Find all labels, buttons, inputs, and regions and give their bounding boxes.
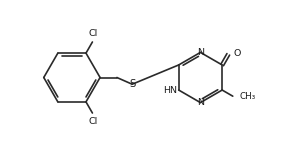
Text: N: N (197, 98, 204, 107)
Text: CH₃: CH₃ (240, 92, 256, 101)
Text: S: S (129, 79, 135, 89)
Text: N: N (197, 48, 204, 57)
Text: Cl: Cl (88, 29, 98, 38)
Text: O: O (233, 49, 241, 58)
Text: Cl: Cl (88, 117, 98, 126)
Text: HN: HN (163, 86, 177, 95)
